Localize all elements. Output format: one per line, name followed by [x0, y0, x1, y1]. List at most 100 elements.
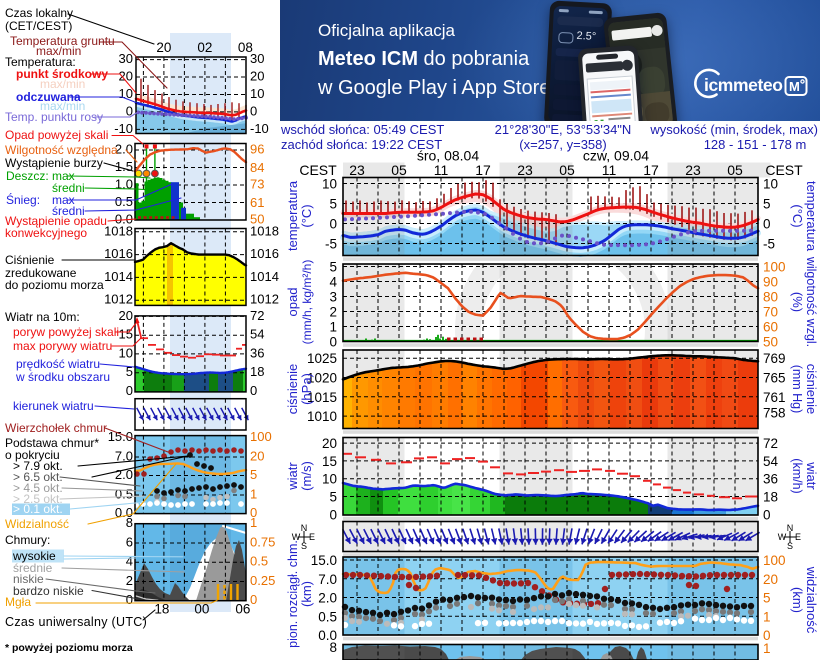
- svg-text:Chmury:: Chmury:: [5, 533, 50, 547]
- svg-text:max/min: max/min: [36, 44, 81, 58]
- svg-text:zachód słońca: 19:22 CEST: zachód słońca: 19:22 CEST: [281, 137, 442, 152]
- svg-text:CEST: CEST: [765, 162, 803, 178]
- svg-text:E: E: [795, 532, 801, 542]
- svg-text:100: 100: [763, 553, 786, 568]
- svg-text:00: 00: [194, 602, 209, 617]
- svg-text:wschód słońca: 05:49 CEST: wschód słońca: 05:49 CEST: [280, 122, 444, 137]
- svg-text:0.5: 0.5: [318, 609, 337, 624]
- svg-text:1: 1: [329, 320, 337, 335]
- svg-text:5: 5: [329, 197, 337, 212]
- svg-text:769: 769: [763, 351, 786, 366]
- svg-text:0: 0: [126, 592, 133, 607]
- svg-text:84: 84: [250, 160, 264, 175]
- svg-text:5: 5: [763, 591, 771, 606]
- svg-text:Ciśnienie: Ciśnienie: [5, 253, 55, 267]
- svg-text:Wierzchołek chmur: Wierzchołek chmur: [5, 421, 107, 435]
- svg-text:1: 1: [250, 487, 257, 502]
- svg-text:05: 05: [391, 162, 407, 178]
- svg-text:punkt środkowy: punkt środkowy: [16, 67, 108, 81]
- svg-text:(mm Hg): (mm Hg): [790, 365, 804, 414]
- svg-text:758: 758: [763, 406, 786, 421]
- svg-text:21°28'30"E, 53°53'34"N: 21°28'30"E, 53°53'34"N: [495, 122, 632, 137]
- svg-text:temperatura: temperatura: [285, 180, 300, 251]
- svg-text:> 2.5 okt.: > 2.5 okt.: [13, 492, 63, 506]
- svg-text:(mm/h, kg/m²/h): (mm/h, kg/m²/h): [300, 260, 314, 345]
- svg-text:5: 5: [763, 197, 771, 212]
- svg-text:20: 20: [119, 308, 133, 323]
- svg-text:02: 02: [197, 40, 212, 55]
- svg-text:zredukowane: zredukowane: [5, 266, 77, 280]
- svg-text:18: 18: [763, 490, 778, 505]
- svg-text:w środku obszaru: w środku obszaru: [15, 370, 110, 384]
- svg-text:E: E: [309, 532, 315, 542]
- svg-text:70: 70: [763, 305, 778, 320]
- svg-text:średnie: średnie: [13, 561, 53, 575]
- svg-text:7.0: 7.0: [115, 449, 133, 464]
- svg-text:0.0: 0.0: [115, 212, 133, 227]
- svg-text:1014: 1014: [104, 269, 133, 284]
- svg-text:73: 73: [250, 177, 264, 192]
- svg-text:61: 61: [250, 195, 264, 210]
- svg-text:1018: 1018: [250, 223, 279, 238]
- svg-text:54: 54: [763, 454, 779, 469]
- svg-text:* powyżej poziomu morza: * powyżej poziomu morza: [5, 642, 133, 654]
- svg-text:761: 761: [763, 390, 786, 405]
- svg-text:wilgotność wzgl.: wilgotność wzgl.: [804, 256, 818, 347]
- svg-text:10: 10: [322, 472, 337, 487]
- svg-text:CEST: CEST: [299, 162, 337, 178]
- svg-text:5: 5: [329, 490, 337, 505]
- svg-text:> 7.9 okt.: > 7.9 okt.: [13, 459, 63, 473]
- svg-text:ciśnienie: ciśnienie: [285, 364, 300, 415]
- svg-text:0.5: 0.5: [250, 554, 268, 569]
- svg-text:W: W: [292, 532, 301, 542]
- svg-text:wiatr: wiatr: [285, 462, 300, 491]
- svg-text:(m/s): (m/s): [299, 461, 314, 491]
- svg-text:0: 0: [763, 507, 771, 522]
- svg-text:Deszcz:: Deszcz:: [6, 169, 49, 183]
- svg-text:Temperatura gruntu: Temperatura gruntu: [10, 34, 115, 48]
- svg-text:08: 08: [238, 40, 253, 55]
- svg-text:10: 10: [119, 345, 133, 360]
- svg-text:0: 0: [250, 505, 257, 520]
- svg-text:kierunek wiatru: kierunek wiatru: [13, 399, 94, 413]
- svg-text:72: 72: [250, 308, 264, 323]
- svg-text:54: 54: [250, 327, 264, 342]
- svg-text:20: 20: [322, 436, 337, 451]
- svg-text:(km/h): (km/h): [790, 458, 804, 493]
- svg-text:średni: średni: [52, 181, 85, 195]
- svg-text:Opad powyżej skali: Opad powyżej skali: [5, 128, 108, 142]
- svg-text:0.75: 0.75: [250, 534, 275, 549]
- svg-text:2: 2: [126, 573, 133, 588]
- svg-text:ciśnienie: ciśnienie: [804, 364, 819, 415]
- svg-text:128 - 151 - 178 m: 128 - 151 - 178 m: [704, 137, 807, 152]
- svg-text:0: 0: [126, 383, 133, 398]
- svg-text:(CET/CEST): (CET/CEST): [5, 19, 72, 33]
- svg-text:-10: -10: [114, 121, 133, 136]
- svg-text:-5: -5: [325, 237, 337, 252]
- svg-text:pion. rozciągł. chm.: pion. rozciągł. chm.: [286, 540, 300, 648]
- svg-text:max porywy wiatru: max porywy wiatru: [13, 339, 112, 353]
- svg-text:100: 100: [250, 429, 272, 444]
- svg-text:S: S: [787, 541, 793, 551]
- svg-text:max/min: max/min: [40, 77, 85, 91]
- svg-text:konwekcyjnego: konwekcyjnego: [5, 226, 87, 240]
- svg-text:(x=257, y=358): (x=257, y=358): [519, 137, 606, 152]
- svg-text:wysokość (min, środek, max): wysokość (min, środek, max): [649, 122, 818, 137]
- svg-text:max: max: [52, 169, 75, 183]
- svg-text:max/min: max/min: [40, 99, 85, 113]
- svg-text:0.0: 0.0: [318, 628, 337, 643]
- svg-text:średni: średni: [52, 204, 85, 218]
- svg-text:5: 5: [329, 260, 337, 275]
- svg-text:0: 0: [250, 103, 257, 118]
- svg-text:(°C): (°C): [299, 204, 314, 227]
- svg-text:15: 15: [119, 327, 133, 342]
- svg-text:Podstawa chmur*: Podstawa chmur*: [5, 436, 99, 450]
- svg-text:temperatura: temperatura: [804, 181, 819, 252]
- svg-text:Śnieg:: Śnieg:: [6, 192, 40, 207]
- svg-text:2.0: 2.0: [318, 591, 337, 606]
- svg-text:0: 0: [329, 507, 337, 522]
- svg-text:1012: 1012: [250, 292, 279, 307]
- svg-text:Temperatura:: Temperatura:: [5, 55, 76, 69]
- svg-text:15.0: 15.0: [311, 553, 337, 568]
- svg-text:0.5: 0.5: [115, 194, 133, 209]
